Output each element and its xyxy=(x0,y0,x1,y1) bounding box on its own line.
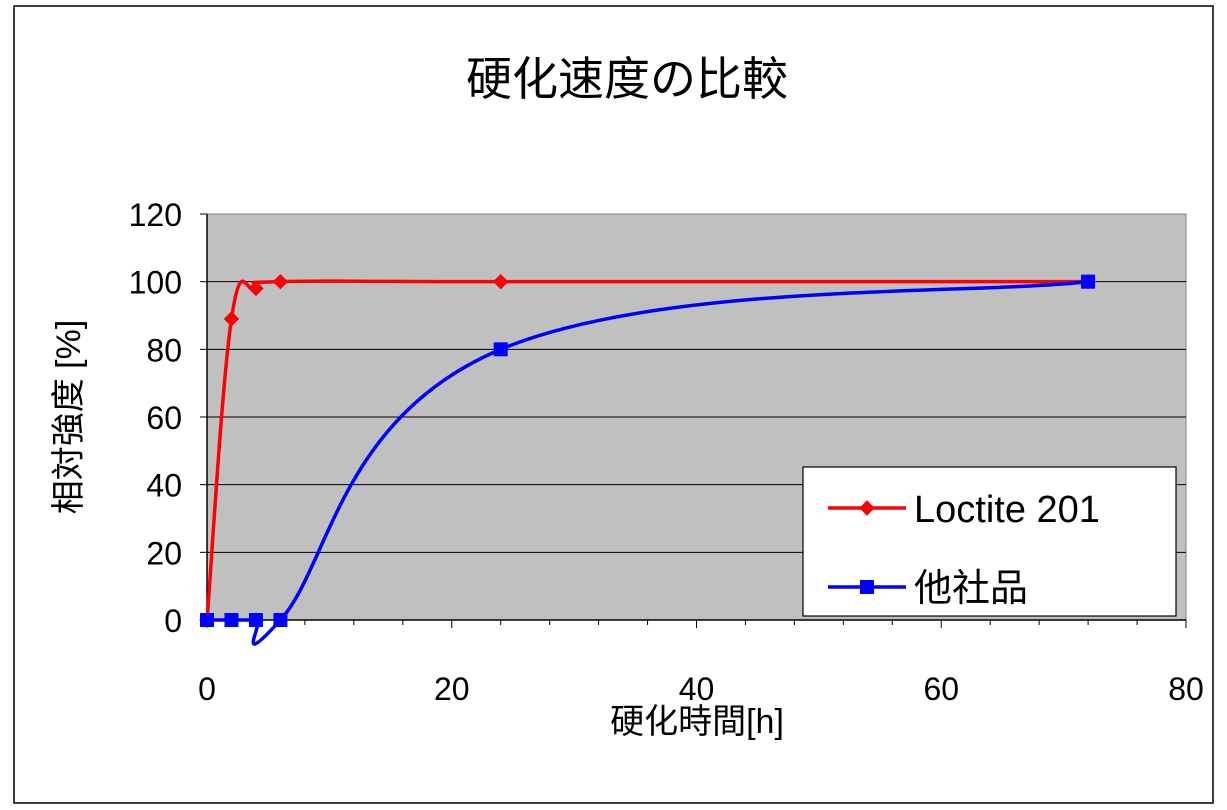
legend: Loctite 201 他社品 xyxy=(802,466,1177,617)
data-point xyxy=(1081,274,1096,289)
x-axis-label: 硬化時間[h] xyxy=(610,703,784,741)
y-tick-label: 120 xyxy=(129,197,182,233)
data-point xyxy=(248,613,263,627)
data-point xyxy=(492,273,509,290)
series-2 xyxy=(200,274,1096,646)
data-point xyxy=(272,273,289,290)
legend-swatch-marker xyxy=(860,580,874,594)
y-tick-label: 20 xyxy=(146,535,182,571)
y-axis-label: 相対強度 [%] xyxy=(50,320,88,515)
legend-swatch-marker xyxy=(859,500,875,516)
legend-label: Loctite 201 xyxy=(914,489,1100,531)
chart-title: 硬化速度の比較 xyxy=(466,53,788,105)
x-tick-label: 0 xyxy=(198,671,216,707)
y-tick-label: 100 xyxy=(129,265,182,301)
data-point xyxy=(493,342,508,357)
y-tick-label: 40 xyxy=(146,468,182,504)
plot-area: 0 20 40 60 80 100 120 0 20 40 60 80 Loctite 201 他社品 xyxy=(129,197,1204,707)
x-tick-label: 20 xyxy=(434,671,470,707)
data-point xyxy=(223,311,240,327)
y-tick-label: 80 xyxy=(146,332,182,368)
data-point xyxy=(224,613,239,627)
x-tick-label: 80 xyxy=(1168,671,1204,707)
series-line xyxy=(207,279,1089,646)
y-tick-label: 60 xyxy=(146,400,182,436)
data-point xyxy=(200,613,214,627)
x-tick-label: 40 xyxy=(679,671,715,707)
x-tick-label: 60 xyxy=(923,671,959,707)
legend-label: 他社品 xyxy=(914,568,1028,610)
y-tick-label: 0 xyxy=(164,603,182,639)
data-point xyxy=(248,280,264,297)
data-point xyxy=(273,613,288,627)
